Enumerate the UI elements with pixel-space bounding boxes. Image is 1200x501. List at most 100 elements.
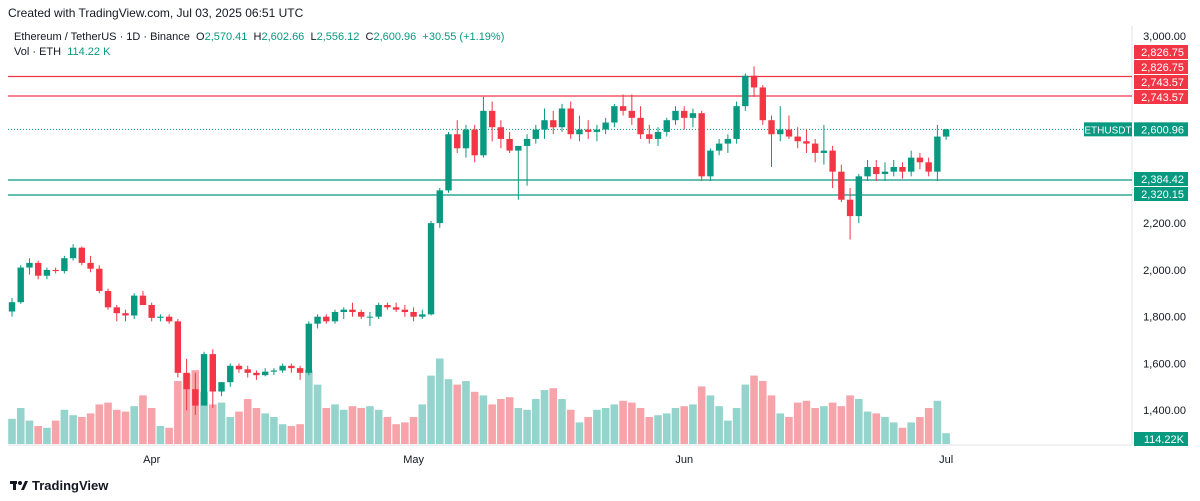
candle-body [183,372,190,390]
volume-bar [671,408,680,444]
volume-bar [174,381,182,444]
candle-body [235,365,243,370]
candle-body [593,129,601,132]
volume-bar [732,408,741,444]
candle-body [419,314,426,317]
volume-bar [575,422,584,444]
candle-body [174,321,182,373]
volume-tag-label: 114.22K [1144,434,1185,446]
volume-bar [488,404,496,444]
legend-symbol[interactable]: Ethereum / TetherUS · 1D · Binance [14,31,190,43]
volume-bar [523,409,531,444]
candle-body [602,122,609,130]
price-axis-tag-label: 2,743.57 [1141,77,1184,89]
volume-bar [200,391,208,444]
volume-bar [392,424,400,444]
legend-l-label: L [310,31,317,43]
candle-body [87,262,94,269]
candle-body [873,166,880,175]
volume-bar [898,427,907,444]
candle-body [270,370,278,372]
candle-body [942,129,950,137]
candle-body [654,131,662,139]
symbol-tag [1084,122,1132,137]
candle-body [506,138,513,151]
volume-bar [313,384,322,444]
candle-body [916,157,924,163]
y-tick-label: 1,400.00 [1143,405,1186,417]
volume-bar [924,408,933,444]
candle-body [777,129,784,135]
legend-low: 2,556.12 [316,31,360,43]
volume-bar [331,404,339,444]
legend-vol-label[interactable]: Vol · ETH [14,46,62,58]
y-tick-label: 3,000.00 [1143,31,1186,43]
candle-body [820,150,828,153]
volume-bar [270,417,278,444]
candle-body [17,267,24,303]
volume-bar [470,391,479,444]
price-axis-tag-label: 2,826.75 [1141,47,1184,59]
volume-bar [549,388,558,444]
volume-bar [636,408,645,444]
volume-bar [322,408,331,444]
volume-bar [654,415,662,444]
volume-bar [593,409,601,444]
candle-body [279,365,286,371]
candle-body [881,171,889,175]
candle-body [253,372,260,376]
candle-body [829,150,836,172]
candle-body [742,75,749,107]
candle-body [8,302,16,312]
volume-bar [645,417,654,444]
legend-close: 2,600.96 [373,31,417,43]
candle-body [323,316,330,322]
last-price-label: 2,600.96 [1141,124,1184,136]
volume-bar [16,408,25,444]
volume-bar [758,381,767,444]
candle-body [689,113,697,118]
volume-bar [776,413,785,444]
price-axis-tag [1134,187,1188,201]
candle-body [846,199,854,217]
candle-body [707,150,714,177]
candle-body [288,365,295,369]
candle-body [811,143,819,153]
volume-bar [139,395,147,444]
candle-body [803,141,810,144]
x-tick-label: Jul [939,454,953,466]
legend-change: +30.55 (+1.19%) [422,31,505,43]
candle-body [445,134,452,191]
volume-bar [505,397,514,444]
volume-bar [881,417,889,444]
candle-body [497,127,505,139]
candle-body [384,304,391,308]
price-axis-tag [1134,90,1188,104]
volume-bar [435,358,444,444]
candle-body [96,268,103,291]
candle-body [550,120,557,128]
candle-body [480,110,487,156]
y-tick-label: 2,200.00 [1143,218,1186,230]
price-axis-tag [1134,60,1188,74]
volume-bar [418,404,427,444]
volume-bar [610,404,619,444]
volume-bar [121,411,130,444]
candle-body [43,269,51,276]
candle-body [558,108,566,128]
volume-bar [863,411,872,444]
candle-body [584,129,592,132]
candle-body [436,190,443,224]
candle-body [934,136,941,172]
volume-bar [767,395,776,444]
volume-bar [697,386,706,444]
candle-body [532,129,539,139]
candle-body [122,313,129,316]
candle-body [488,110,496,128]
candle-body [331,312,339,322]
volume-bar [156,426,165,444]
candle-body [200,354,208,406]
candle-body [462,129,470,149]
candle-body [157,316,164,318]
